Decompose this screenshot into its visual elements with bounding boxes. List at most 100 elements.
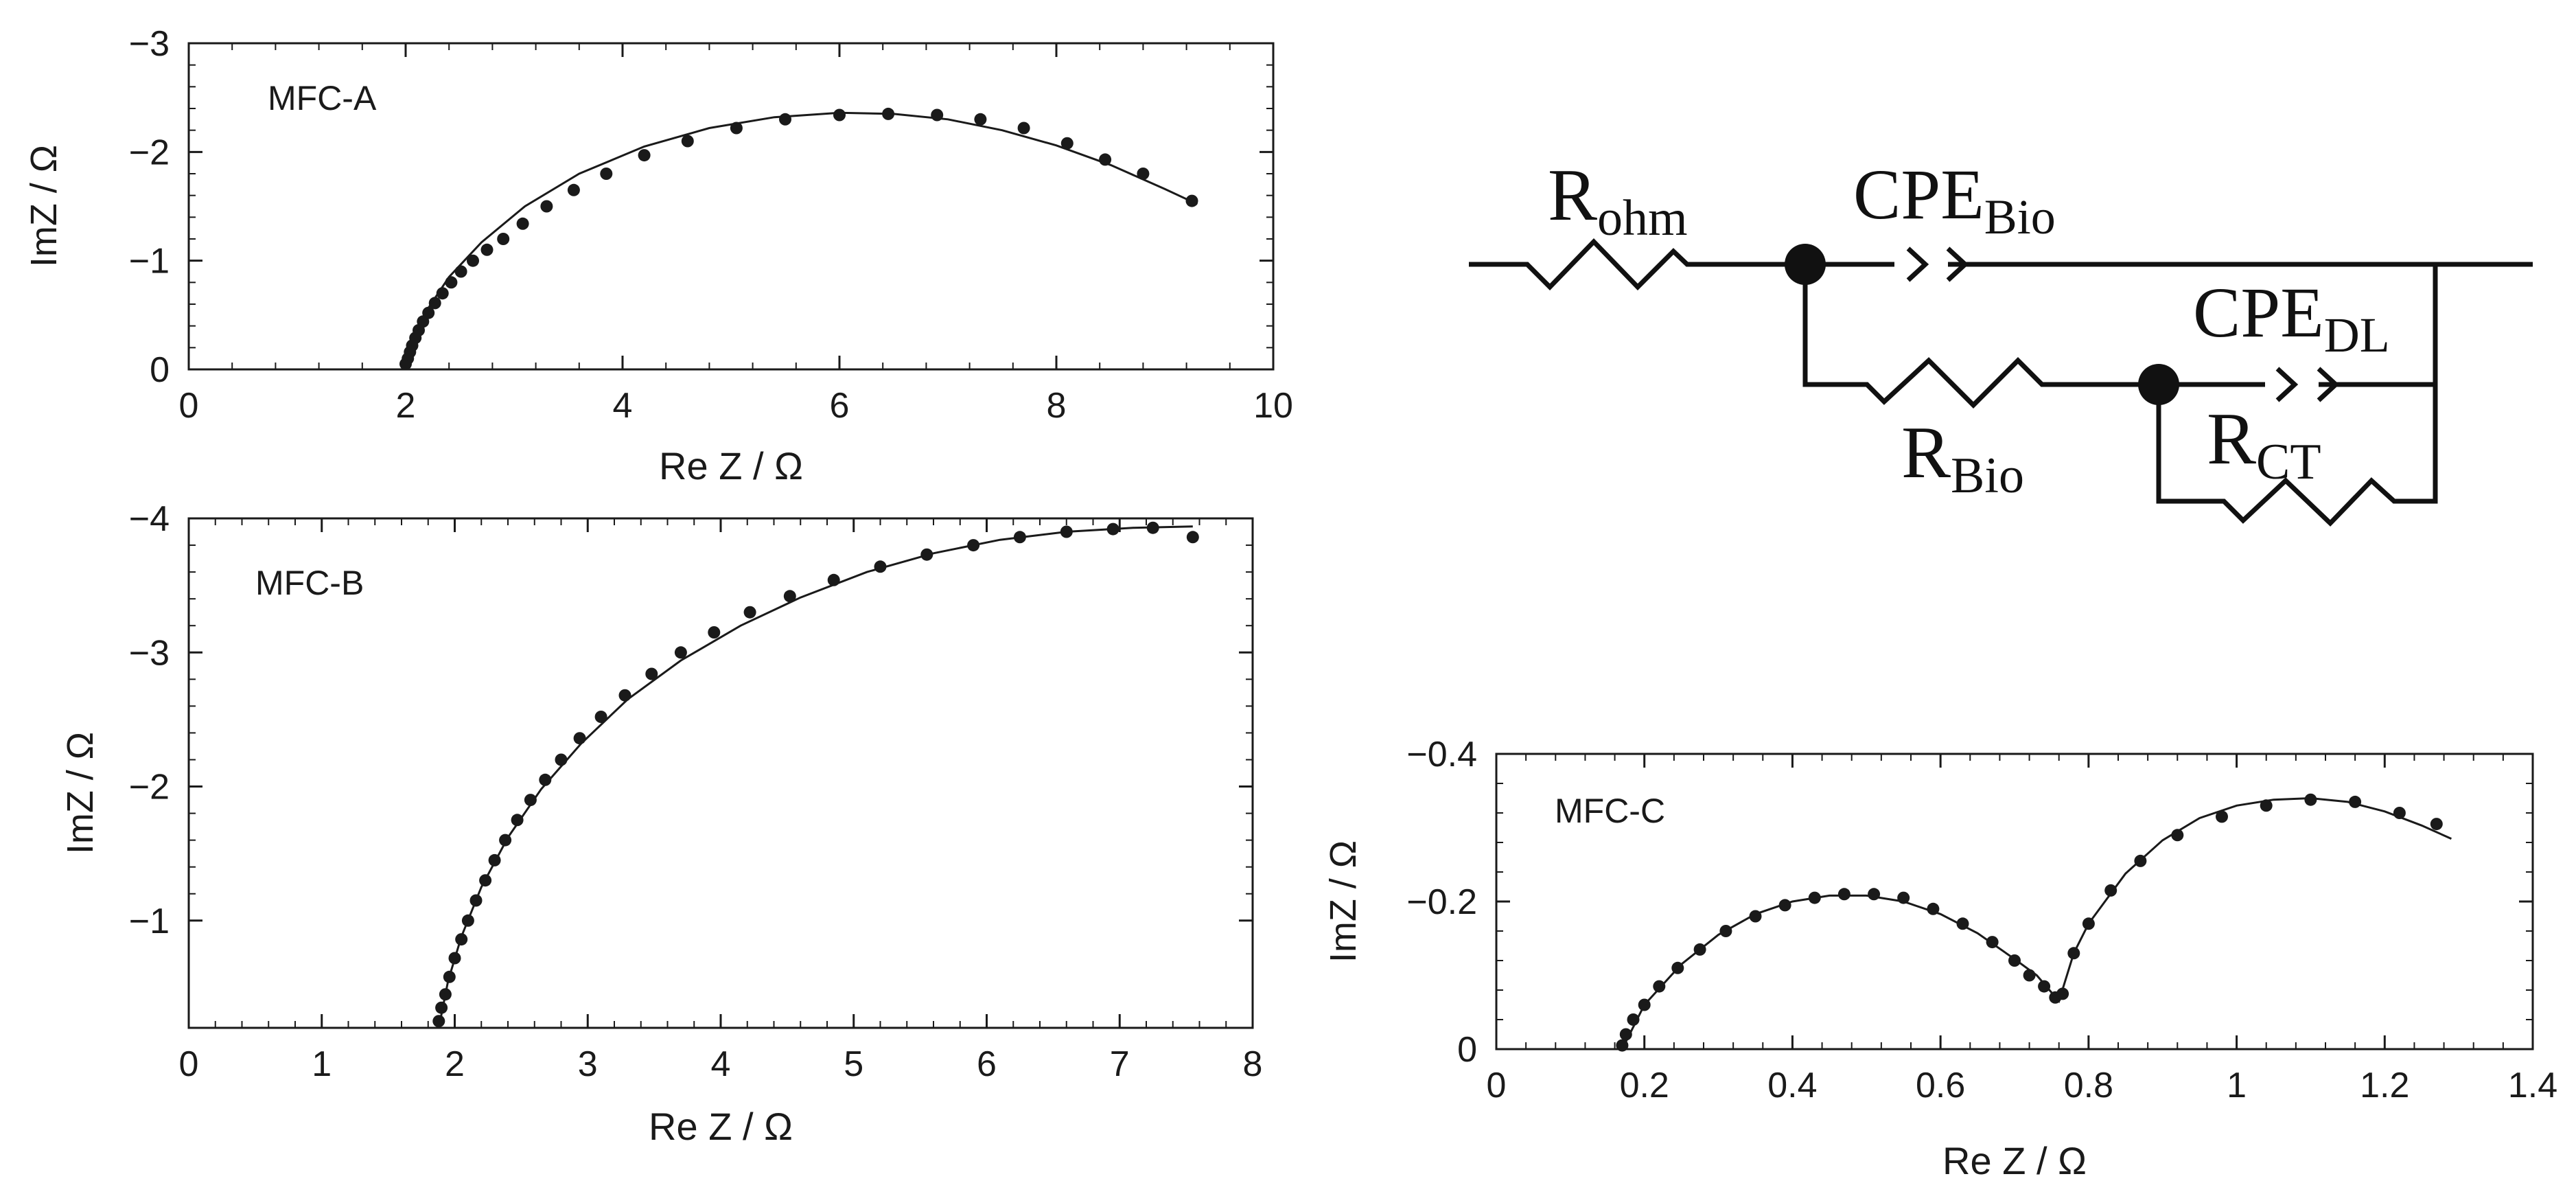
y-tick-label: −2 xyxy=(129,133,170,172)
circuit-label-cpe-dl: CPEDL xyxy=(2193,273,2390,363)
mfc-b-data-point xyxy=(783,590,796,603)
mfc-c-data-point xyxy=(2304,793,2317,806)
mfc-a-data-point xyxy=(681,135,694,148)
circuit-label-r-bio: RBio xyxy=(1901,412,2024,504)
chart-mfc-a: 0 2 4 6 8 10 0 −1 −2 −3 MFC-A Re Z / Ω ImZ / Ω xyxy=(23,24,1293,487)
chart-mfc-b: 0 1 2 3 4 5 6 7 8 −1 −2 −3 −4 MFC-B Re Z / Ω ImZ / Ω xyxy=(60,499,1262,1148)
chart-mfc-a-ylabel: ImZ / Ω xyxy=(23,145,65,267)
mfc-c-data-point xyxy=(2260,799,2273,812)
mfc-b-data-point xyxy=(743,606,756,619)
circuit-r-ct-wire xyxy=(2156,264,2438,527)
y-tick-label: −4 xyxy=(129,499,170,539)
x-tick-label: 1 xyxy=(2227,1066,2247,1105)
mfc-c-data-point xyxy=(2104,884,2117,897)
mfc-a-data-point xyxy=(638,149,651,162)
mfc-a-data-point xyxy=(1060,137,1074,150)
chart-mfc-c: 0 0.2 0.4 0.6 0.8 1 1.2 1.4 0 −0.2 −0.4 MFC-C Re Z… xyxy=(1323,735,2557,1182)
x-tick-label: 2 xyxy=(396,386,416,426)
y-tick-label: −0.2 xyxy=(1406,882,1477,922)
chart-mfc-c-ylabel: ImZ / Ω xyxy=(1323,840,1364,963)
x-tick-label: 0.2 xyxy=(1620,1066,1669,1105)
mfc-a-data-point xyxy=(779,113,791,126)
chart-mfc-a-ticks: 0 2 4 6 8 10 0 −1 −2 −3 xyxy=(129,24,1293,426)
mfc-b-data-point xyxy=(432,1015,445,1028)
x-tick-label: 1.4 xyxy=(2508,1066,2557,1105)
x-tick-label: 10 xyxy=(1253,386,1293,426)
x-tick-label: 5 xyxy=(844,1044,863,1084)
mfc-b-data-point xyxy=(511,814,524,827)
mfc-b-data-point xyxy=(1186,531,1199,544)
y-tick-label: 0 xyxy=(150,350,170,390)
chart-mfc-b-ticks: 0 1 2 3 4 5 6 7 8 −1 −2 −3 −4 xyxy=(129,499,1263,1084)
mfc-b-data-point xyxy=(674,646,687,659)
x-tick-label: 1 xyxy=(312,1044,332,1084)
mfc-a-data-point xyxy=(467,254,479,267)
x-tick-label: 8 xyxy=(1047,386,1067,426)
circuit-r-bio-wire xyxy=(1802,264,2159,409)
y-tick-label: −2 xyxy=(129,768,170,807)
circuit-label-r-ohm: Rohm xyxy=(1548,154,1688,246)
mfc-a-data-point xyxy=(428,297,441,310)
y-tick-label: −1 xyxy=(129,902,170,941)
x-tick-label: 1.2 xyxy=(2360,1066,2409,1105)
y-tick-label: 0 xyxy=(1457,1030,1477,1070)
mfc-a-fit-line xyxy=(403,111,1198,370)
mfc-b-data-point xyxy=(708,626,721,639)
mfc-a-data-point xyxy=(454,265,467,278)
chart-mfc-c-marks xyxy=(1616,793,2452,1052)
mfc-a-data-point xyxy=(833,108,846,122)
x-tick-label: 0 xyxy=(1487,1066,1507,1105)
chart-mfc-b-label: MFC-B xyxy=(255,564,364,602)
chart-mfc-b-xlabel: Re Z / Ω xyxy=(649,1105,793,1148)
circuit-cpe-bio-symbol xyxy=(1906,246,1969,282)
equivalent-circuit-diagram: Rohm CPEBio RBio CPEDL RCT xyxy=(1469,154,2533,527)
mfc-a-data-point xyxy=(497,233,510,245)
y-tick-label: −1 xyxy=(129,242,170,282)
mfc-a-data-point xyxy=(1017,122,1030,135)
mfc-b-data-point xyxy=(524,794,537,807)
mfc-c-data-point xyxy=(2171,829,2184,842)
mfc-b-fit-line xyxy=(437,525,1193,1029)
mfc-b-data-point xyxy=(645,667,658,680)
mfc-a-data-point xyxy=(445,276,458,289)
chart-mfc-a-xlabel: Re Z / Ω xyxy=(659,444,803,487)
circuit-r-ohm-wire xyxy=(1469,238,1805,290)
mfc-a-data-point xyxy=(422,306,435,319)
x-tick-label: 3 xyxy=(578,1044,598,1084)
chart-mfc-b-ylabel: ImZ / Ω xyxy=(60,732,101,854)
x-tick-label: 7 xyxy=(1110,1044,1130,1084)
x-tick-label: 6 xyxy=(830,386,850,426)
mfc-c-data-point xyxy=(2216,810,2228,823)
circuit-label-cpe-bio: CPEBio xyxy=(1853,155,2056,244)
chart-mfc-a-label: MFC-A xyxy=(268,79,377,117)
mfc-a-data-point xyxy=(540,200,553,213)
mfc-c-data-point xyxy=(2038,980,2051,993)
x-tick-label: 6 xyxy=(977,1044,997,1084)
mfc-b-data-point xyxy=(618,689,631,702)
mfc-a-data-point xyxy=(600,168,613,180)
circuit-node-2 xyxy=(2138,364,2179,405)
mfc-a-data-point xyxy=(480,243,494,256)
chart-mfc-a-marks xyxy=(399,107,1198,371)
y-tick-label: −0.4 xyxy=(1406,735,1477,774)
circuit-cpe-dl-symbol xyxy=(2275,367,2340,402)
x-tick-label: 0.8 xyxy=(2064,1066,2113,1105)
x-tick-label: 0 xyxy=(179,1044,199,1084)
y-tick-label: −3 xyxy=(129,633,170,673)
mfc-a-data-point xyxy=(1137,168,1150,180)
mfc-b-data-point xyxy=(435,1001,448,1014)
x-tick-label: 4 xyxy=(613,386,633,426)
x-tick-label: 0 xyxy=(179,386,199,426)
x-tick-label: 8 xyxy=(1243,1044,1263,1084)
mfc-a-data-point xyxy=(974,113,987,126)
mfc-b-data-point xyxy=(539,773,552,786)
chart-mfc-b-marks xyxy=(432,521,1199,1029)
chart-mfc-a-frame xyxy=(187,42,1275,371)
circuit-node-1 xyxy=(1785,244,1826,285)
x-tick-label: 0.6 xyxy=(1916,1066,1965,1105)
x-tick-label: 0.4 xyxy=(1767,1066,1817,1105)
circuit-label-r-ct: RCT xyxy=(2207,398,2321,490)
mfc-b-data-point xyxy=(555,753,568,766)
mfc-a-data-point xyxy=(516,217,529,230)
